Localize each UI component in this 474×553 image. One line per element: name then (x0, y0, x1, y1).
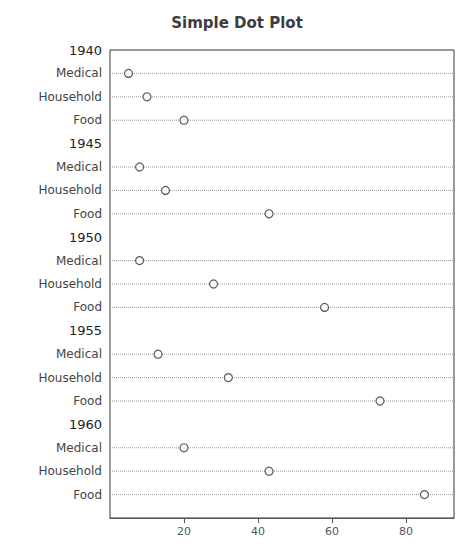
svg-text:1955: 1955 (69, 323, 102, 338)
svg-text:1950: 1950 (69, 230, 102, 245)
svg-text:Food: Food (73, 300, 102, 314)
svg-text:Household: Household (38, 464, 102, 478)
svg-text:1940: 1940 (69, 43, 102, 58)
svg-text:60: 60 (325, 525, 339, 538)
svg-text:Food: Food (73, 113, 102, 127)
svg-text:40: 40 (251, 525, 265, 538)
svg-text:Food: Food (73, 394, 102, 408)
svg-text:1960: 1960 (69, 417, 102, 432)
svg-text:Medical: Medical (56, 441, 102, 455)
svg-text:Medical: Medical (56, 254, 102, 268)
svg-text:Household: Household (38, 90, 102, 104)
svg-text:80: 80 (399, 525, 413, 538)
svg-text:Household: Household (38, 277, 102, 291)
svg-text:Food: Food (73, 488, 102, 502)
svg-text:Food: Food (73, 207, 102, 221)
svg-text:Medical: Medical (56, 347, 102, 361)
svg-text:Simple Dot Plot: Simple Dot Plot (171, 14, 303, 32)
svg-text:Medical: Medical (56, 160, 102, 174)
svg-text:Household: Household (38, 183, 102, 197)
svg-text:Household: Household (38, 371, 102, 385)
svg-text:Medical: Medical (56, 66, 102, 80)
svg-text:20: 20 (177, 525, 191, 538)
svg-text:1945: 1945 (69, 136, 102, 151)
